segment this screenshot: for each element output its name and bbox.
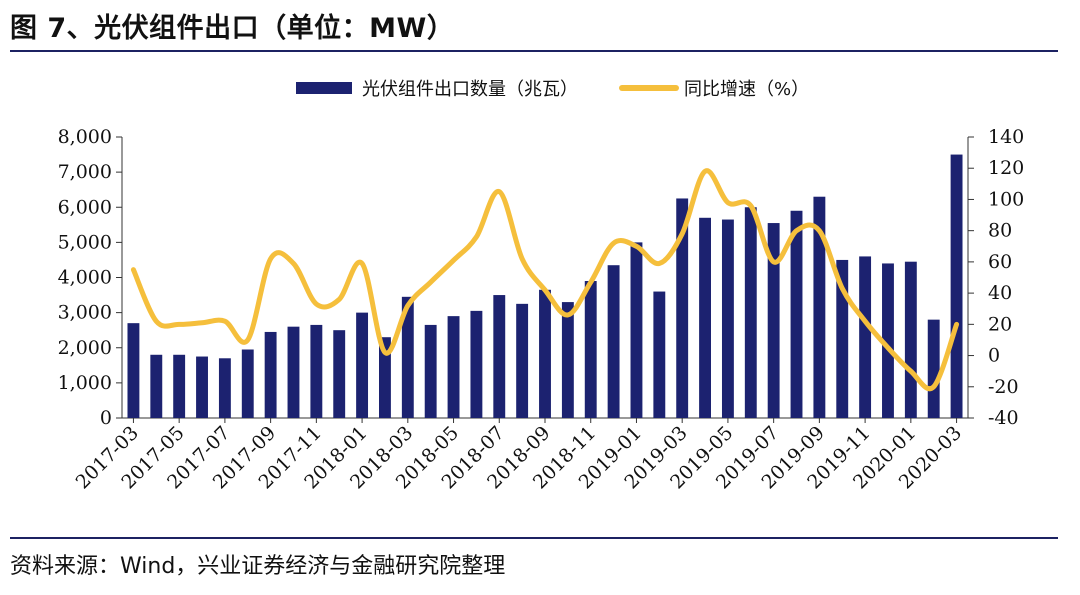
y-left-tick-label: 8,000 xyxy=(58,126,112,148)
y-right-tick-label: -40 xyxy=(988,407,1019,429)
legend-bar-swatch xyxy=(296,82,352,94)
y-right-tick-label: -20 xyxy=(988,376,1019,398)
growth-line-path xyxy=(130,168,960,392)
y-left-tick-labels: 0 1,000 2,000 3,000 4,000 5,000 6,000 7,000 8,00… xyxy=(58,126,122,429)
bar-2017-03 xyxy=(127,323,140,418)
source-rule xyxy=(10,537,1058,539)
bar-2018-03 xyxy=(401,296,414,418)
bar-2018-12 xyxy=(607,265,620,418)
bar-2018-06 xyxy=(470,310,483,418)
bar-2019-01 xyxy=(630,242,643,418)
legend-bar-label: 光伏组件出口数量（兆瓦） xyxy=(362,79,578,100)
bar-2017-12 xyxy=(333,330,346,418)
figure-title: 图 7、光伏组件出口（单位：MW） xyxy=(10,13,455,44)
legend-line-label: 同比增速（%） xyxy=(684,79,809,100)
bar-2017-04 xyxy=(150,354,163,418)
source-note: 资料来源：Wind，兴业证券经济与金融研究院整理 xyxy=(10,554,506,579)
bar-2019-03 xyxy=(676,198,689,418)
bar-2018-04 xyxy=(424,324,437,418)
bar-2018-10 xyxy=(561,302,574,418)
bar-2018-08 xyxy=(516,303,529,418)
y-left-tick-label: 1,000 xyxy=(58,372,112,394)
growth-line xyxy=(130,168,960,392)
bar-2020-03 xyxy=(950,154,963,418)
y-left-tick-label: 6,000 xyxy=(58,196,112,218)
y-right-tick-label: 120 xyxy=(988,157,1024,179)
bar-2019-07 xyxy=(767,223,780,418)
y-left-tick-label: 3,000 xyxy=(58,302,112,324)
bar-2018-02 xyxy=(379,337,391,418)
bar-2019-05 xyxy=(721,219,734,418)
bar-2018-09 xyxy=(539,289,551,418)
y-left-tick-label: 4,000 xyxy=(58,267,112,289)
y-left-tick-label: 0 xyxy=(100,407,112,429)
y-right-tick-label: 20 xyxy=(988,313,1012,335)
bar-2019-02 xyxy=(653,291,666,418)
legend: 光伏组件出口数量（兆瓦） 同比增速（%） xyxy=(296,79,809,100)
bar-2017-09 xyxy=(264,331,277,418)
bar-2017-08 xyxy=(241,349,254,418)
title-rule xyxy=(10,50,1058,52)
bar-2017-11 xyxy=(310,324,323,418)
bar-2019-09 xyxy=(813,196,826,418)
bar-2018-07 xyxy=(493,295,506,418)
bar-2017-05 xyxy=(173,354,186,418)
x-tick-labels: 2017-032017-052017-072017-092017-112018-… xyxy=(72,418,966,493)
y-left-tick-label: 2,000 xyxy=(58,337,112,359)
bar-2017-06 xyxy=(196,356,208,418)
bar-2019-04 xyxy=(699,217,711,418)
y-left-tick-label: 7,000 xyxy=(58,161,112,183)
bar-2017-07 xyxy=(218,358,231,418)
y-left-tick-label: 5,000 xyxy=(58,231,112,253)
bar-2018-11 xyxy=(584,281,597,418)
bar-2019-10 xyxy=(836,259,849,418)
bar-2020-02 xyxy=(927,319,940,418)
bar-2019-08 xyxy=(790,210,803,418)
y-right-tick-label: 140 xyxy=(988,126,1024,148)
bar-2017-10 xyxy=(287,326,300,418)
y-right-tick-label: 60 xyxy=(988,251,1012,273)
bar-2019-11 xyxy=(859,256,872,418)
y-right-tick-label: 100 xyxy=(988,188,1024,210)
chart: 光伏组件出口数量（兆瓦） 同比增速（%） 2017-032017-052017-… xyxy=(58,79,1025,493)
bar-2018-01 xyxy=(356,312,369,418)
y-right-tick-labels: -40 -20 0 20 40 60 80 100 120 140 xyxy=(968,126,1024,429)
y-right-tick-label: 0 xyxy=(988,345,1000,367)
y-right-tick-label: 40 xyxy=(988,282,1012,304)
y-right-tick-label: 80 xyxy=(988,220,1012,242)
bars xyxy=(127,154,963,418)
bar-2018-05 xyxy=(447,316,460,418)
bar-2019-06 xyxy=(744,207,757,418)
bar-2020-01 xyxy=(904,261,917,418)
bar-2019-12 xyxy=(882,263,894,418)
